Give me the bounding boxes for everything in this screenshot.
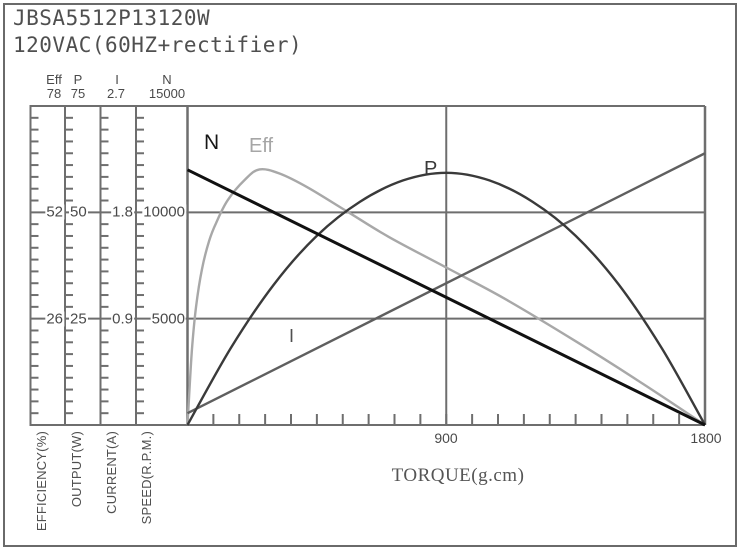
voltage-subtitle: 120VAC(60HZ+rectifier) (13, 33, 303, 57)
axis-tick-n-upper: 10000 (142, 203, 186, 221)
unit-label-current: CURRENT(A) (103, 431, 119, 514)
axis-header-i: I (115, 72, 119, 87)
axis-tick-i-lower: 0.9 (111, 310, 134, 328)
unit-label-speed: SPEED(R.P.M.) (138, 431, 154, 525)
axis-header-n: N (162, 72, 172, 87)
unit-label-output: OUTPUT(W) (68, 431, 84, 508)
axis-max-eff: 78 (46, 86, 62, 101)
x-tick-1800: 1800 (690, 430, 722, 446)
axis-max-p: 75 (70, 86, 86, 101)
power-curve-label: P (424, 158, 438, 180)
axis-tick-p-lower: 25 (69, 310, 88, 328)
axis-header-p: P (73, 72, 83, 87)
speed-curve-label: N (204, 131, 220, 154)
x-axis-title: TORQUE(g.cm) (391, 465, 525, 486)
model-title: JBSA5512P13120W (13, 6, 211, 30)
axis-max-i: 2.7 (106, 86, 126, 101)
unit-label-efficiency: EFFICIENCY(%) (34, 431, 49, 532)
axis-tick-p-upper: 50 (69, 203, 88, 221)
axis-tick-eff-upper: 52 (45, 203, 64, 221)
x-tick-900: 900 (434, 430, 458, 446)
axis-max-n: 15000 (148, 86, 186, 101)
outer-frame (3, 3, 737, 547)
efficiency-curve-label: Eff (249, 135, 274, 157)
axis-tick-eff-lower: 26 (45, 310, 64, 328)
axis-tick-n-lower: 5000 (150, 310, 186, 328)
current-curve-label: I (289, 326, 295, 346)
axis-header-eff: Eff (46, 72, 62, 87)
axis-tick-i-upper: 1.8 (111, 203, 134, 221)
